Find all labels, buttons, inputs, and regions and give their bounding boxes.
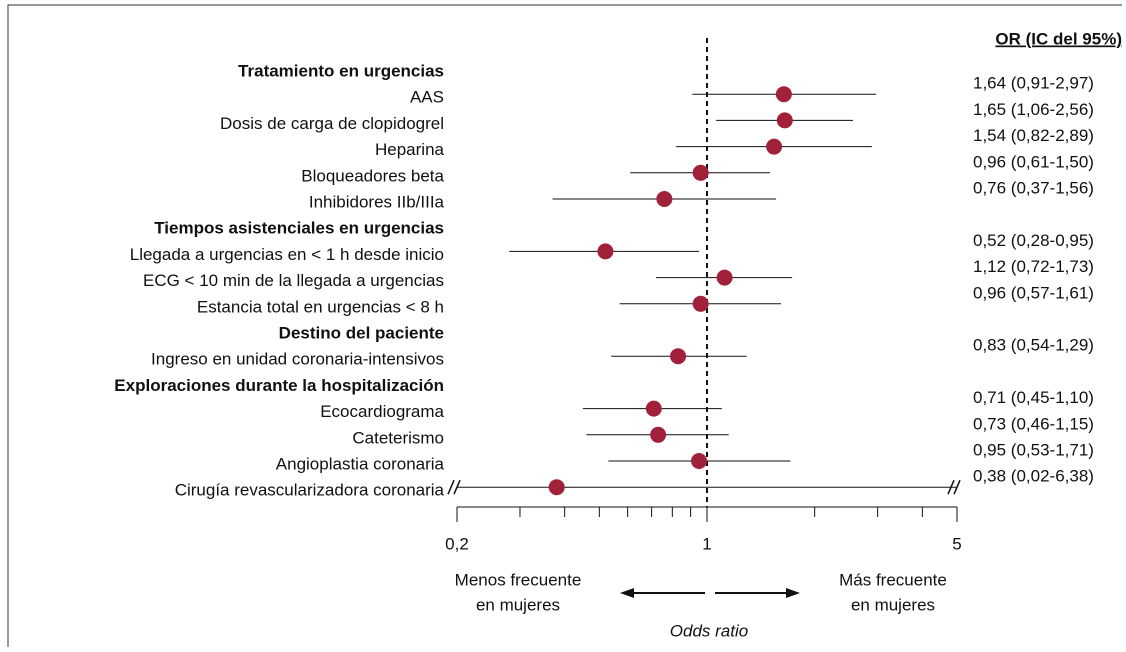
right-annotation: Más frecuente <box>839 570 947 589</box>
section-header: Tiempos asistenciales en urgencias <box>154 219 444 238</box>
point-estimate <box>670 348 687 365</box>
left-annotation: en mujeres <box>476 595 560 614</box>
or-label: 0,83 (0,54-1,29) <box>973 336 1094 355</box>
right-annotation: en mujeres <box>851 595 935 614</box>
x-tick-label: 0,2 <box>445 534 469 553</box>
x-axis-label: Odds ratio <box>670 621 748 640</box>
row-label: Ecocardiograma <box>320 402 444 421</box>
or-label: 0,96 (0,61-1,50) <box>973 152 1094 171</box>
or-label: 0,96 (0,57-1,61) <box>973 283 1094 302</box>
or-label: 0,76 (0,37-1,56) <box>973 178 1094 197</box>
row-label: Dosis de carga de clopidogrel <box>220 114 444 133</box>
row-label: Angioplastia coronaria <box>276 454 445 473</box>
row-label: Inhibidores IIb/IIIa <box>309 192 445 211</box>
or-label: 1,54 (0,82-2,89) <box>973 126 1094 145</box>
row-label: Estancia total en urgencias < 8 h <box>197 297 444 316</box>
or-label: 0,52 (0,28-0,95) <box>973 231 1094 250</box>
row-label: Cirugía revascularizadora coronaria <box>175 481 445 500</box>
section-header: Exploraciones durante la hospitalización <box>114 376 444 395</box>
axis-break <box>447 479 461 495</box>
point-estimate <box>656 191 673 207</box>
plot-area <box>457 93 957 488</box>
axis-break <box>947 479 961 495</box>
point-estimate <box>645 400 662 417</box>
point-estimate <box>692 164 709 181</box>
point-estimate <box>775 86 792 103</box>
point-estimate <box>716 269 733 286</box>
point-estimate <box>692 295 709 312</box>
point-estimate <box>548 479 565 496</box>
point-estimate <box>650 426 667 443</box>
point-estimate <box>597 243 614 260</box>
point-estimate <box>776 112 793 129</box>
row-label: Ingreso en unidad coronaria-intensivos <box>151 350 444 369</box>
left-annotation: Menos frecuente <box>455 570 582 589</box>
row-label: Bloqueadores beta <box>301 166 444 185</box>
point-estimate <box>691 453 708 469</box>
or-label: 0,95 (0,53-1,71) <box>973 440 1094 459</box>
or-label: 0,73 (0,46-1,15) <box>973 414 1094 433</box>
frame <box>7 4 1122 647</box>
row-label: ECG < 10 min de la llegada a urgencias <box>143 271 444 290</box>
or-label: 1,64 (0,91-2,97) <box>973 74 1094 93</box>
or-label: 1,65 (1,06-2,56) <box>973 100 1094 119</box>
x-tick-label: 1 <box>702 534 711 553</box>
point-estimate <box>766 138 783 155</box>
row-label: Llegada a urgencias en < 1 h desde inici… <box>130 245 444 264</box>
x-tick-label: 5 <box>952 534 961 553</box>
or-label: 0,71 (0,45-1,10) <box>973 388 1094 407</box>
row-label: Heparina <box>375 140 445 159</box>
or-label: 0,38 (0,02-6,38) <box>973 467 1094 486</box>
or-label: 1,12 (0,72-1,73) <box>973 257 1094 276</box>
section-header: Destino del paciente <box>279 323 444 342</box>
arrows <box>620 588 800 598</box>
section-header: Tratamiento en urgencias <box>238 61 444 80</box>
column-header: OR (IC del 95%) <box>995 29 1122 48</box>
row-label: AAS <box>410 88 444 107</box>
row-label: Cateterismo <box>352 428 444 447</box>
